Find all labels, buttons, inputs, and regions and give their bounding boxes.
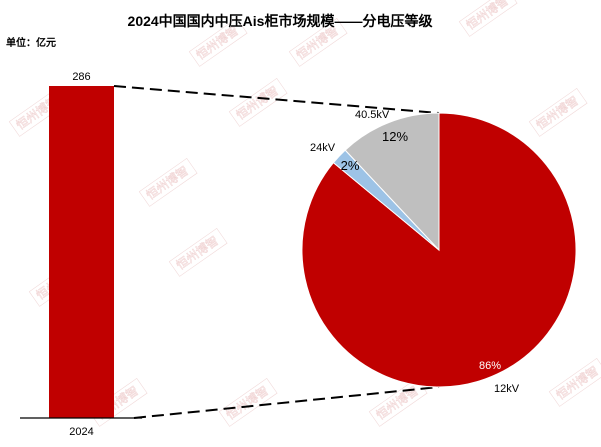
connector-bottom: [133, 386, 440, 419]
watermark-stamp: 恒州博智: [138, 157, 198, 207]
slice-pct-12kv: 86%: [479, 360, 501, 372]
pie-chart: [301, 112, 577, 388]
slice-name-24kv: 24kV: [310, 142, 336, 154]
slice-pct-40-5kv: 12%: [382, 129, 408, 144]
connector-top: [113, 85, 440, 114]
watermark-stamp: 恒州博智: [218, 377, 278, 427]
slice-name-12kv: 12kV: [494, 383, 520, 395]
svg-text:恒州博智: 恒州博智: [463, 0, 511, 32]
bar-category-label: 2024: [69, 426, 93, 438]
watermark-stamp: 恒州博智: [458, 0, 518, 37]
pie-slice-40-5kv: [344, 112, 440, 252]
bar-2024: [49, 86, 114, 418]
slice-pct-24kv: 2%: [341, 158, 360, 173]
unit-label: 单位：亿元: [6, 36, 56, 49]
watermark-stamp: 恒州博智: [168, 227, 228, 277]
chart-title: 2024中国国内中压Ais柜市场规模——分电压等级: [128, 13, 434, 29]
slice-name-40-5kv: 40.5kV: [355, 109, 390, 121]
watermark-stamp: 恒州博智: [528, 87, 588, 137]
watermark-stamp: 恒州博智: [548, 357, 601, 407]
bar-value-label: 286: [72, 71, 90, 83]
watermark-stamp: 恒州博智: [228, 77, 288, 127]
